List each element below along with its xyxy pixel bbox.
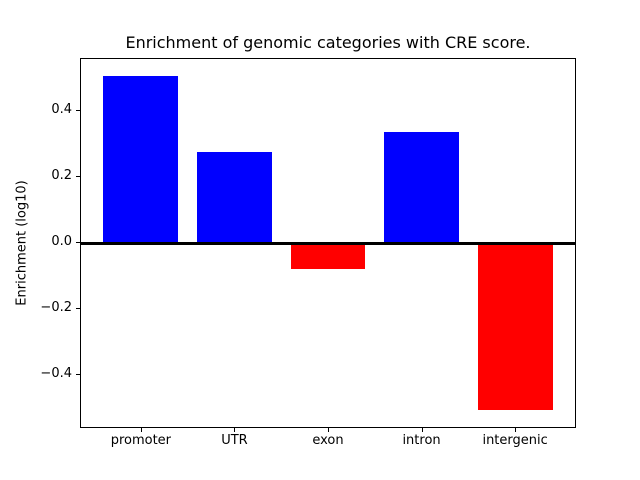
x-tick-mark bbox=[515, 428, 517, 432]
y-tick-label: −0.4 bbox=[40, 366, 72, 382]
plot-area bbox=[80, 58, 576, 428]
chart-title: Enrichment of genomic categories with CR… bbox=[125, 33, 531, 52]
y-tick-label: 0.2 bbox=[51, 167, 72, 183]
bar-promoter bbox=[103, 75, 179, 243]
zero-line bbox=[81, 241, 575, 245]
x-tick-label-UTR: UTR bbox=[221, 433, 248, 448]
bar-UTR bbox=[197, 151, 272, 243]
y-tick-mark bbox=[76, 242, 80, 243]
x-tick-mark bbox=[328, 428, 329, 432]
x-tick-mark bbox=[234, 428, 236, 432]
y-tick-mark bbox=[76, 374, 80, 376]
y-tick-mark bbox=[76, 308, 80, 310]
x-tick-mark bbox=[140, 428, 142, 432]
x-tick-label-intron: intron bbox=[402, 433, 441, 448]
y-tick-mark bbox=[76, 175, 80, 177]
bar-exon bbox=[290, 243, 366, 270]
bar-intron bbox=[384, 132, 459, 243]
x-tick-mark bbox=[421, 428, 423, 432]
x-tick-label-intergenic: intergenic bbox=[482, 433, 548, 448]
bar-intergenic bbox=[477, 243, 553, 411]
x-tick-label-exon: exon bbox=[312, 433, 344, 448]
x-tick-label-promoter: promoter bbox=[110, 433, 172, 448]
y-tick-label: −0.2 bbox=[40, 300, 72, 316]
y-tick-label: 0.4 bbox=[51, 101, 72, 117]
y-tick-label: 0.0 bbox=[51, 234, 72, 249]
y-tick-mark bbox=[76, 109, 80, 111]
